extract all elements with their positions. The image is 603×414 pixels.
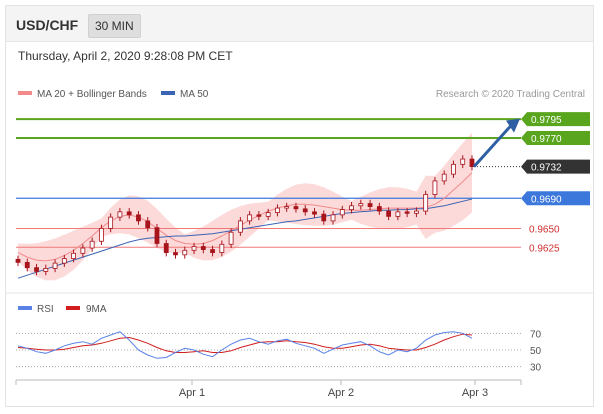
level-tag-0.9795	[521, 112, 590, 127]
arrow-shaft	[472, 124, 513, 168]
candle-body	[136, 214, 141, 222]
candle-body	[163, 243, 169, 253]
candle-body	[339, 209, 345, 216]
candle-body	[330, 214, 336, 222]
candle-body	[414, 210, 419, 214]
bollinger-band	[18, 132, 472, 281]
ma50-line	[17, 198, 473, 279]
ma9-legend-swatch	[66, 306, 80, 310]
rsi-tick-70: 70	[530, 329, 542, 340]
candle-body	[15, 258, 21, 263]
level-label-0.9732: 0.9732	[531, 163, 562, 174]
candle-body	[52, 262, 58, 269]
candle-body	[173, 252, 178, 256]
candle-body	[404, 211, 410, 214]
candle-body	[89, 240, 95, 249]
candle-body	[117, 211, 123, 218]
x-tick-label: Apr 1	[179, 387, 205, 399]
candle-body	[191, 246, 197, 251]
candle-body	[24, 261, 30, 269]
ma50-legend-label: MA 50	[180, 89, 209, 100]
candle-body	[451, 163, 456, 175]
candle-body	[43, 268, 49, 272]
ma50-legend-swatch	[161, 91, 175, 95]
candle-body	[432, 180, 438, 195]
candle-body	[423, 194, 429, 212]
candle-body	[200, 246, 206, 250]
rsi-tick-30: 30	[530, 363, 542, 374]
bollinger-band-area	[18, 132, 472, 281]
chart-widget: USD/CHF 30 MIN Thursday, April 2, 2020 9…	[5, 5, 594, 407]
ma9-line	[17, 333, 473, 353]
candle-body	[80, 247, 86, 254]
candle-body	[126, 211, 132, 216]
candle-body	[284, 206, 290, 209]
candle-body	[469, 158, 475, 167]
candle-body	[367, 203, 373, 207]
credit-label: Research © 2020 Trading Central	[436, 89, 585, 100]
candle-body	[265, 212, 271, 217]
level-label-0.9770: 0.9770	[531, 134, 562, 145]
rsi-lines	[17, 331, 473, 359]
candle-body	[460, 158, 466, 165]
candle-body	[182, 249, 188, 256]
x-tick-label: Apr 3	[462, 387, 488, 399]
candle-body	[386, 210, 392, 217]
candle-body	[247, 214, 253, 222]
ma20-legend-swatch	[18, 91, 32, 95]
chart-header: USD/CHF 30 MIN	[6, 6, 593, 42]
level-label-0.9690: 0.9690	[531, 194, 562, 205]
candle-body	[312, 211, 317, 215]
level-tag-0.9770	[521, 130, 590, 145]
candle-body	[145, 220, 151, 229]
candle-body	[275, 207, 280, 213]
candle-body	[219, 243, 225, 253]
level-label-0.9625: 0.9625	[529, 243, 560, 254]
level-tag-0.9732	[521, 159, 590, 174]
level-labels: 0.9795 0.9770 0.9732 0.9690 0.9650 0.9625	[521, 112, 590, 254]
timeframe-badge[interactable]: 30 MIN	[88, 14, 141, 38]
candle-body	[293, 206, 299, 210]
candle-body	[395, 211, 401, 217]
candle-body	[71, 252, 76, 260]
moving-average-lines	[17, 172, 473, 279]
ma9-legend-label: 9MA	[86, 304, 107, 315]
rsi-line	[17, 331, 473, 359]
candle-body	[256, 214, 262, 217]
candle-body	[34, 267, 39, 272]
candlesticks	[15, 155, 475, 276]
level-tag-0.9690	[521, 191, 590, 206]
arrow-head	[506, 118, 520, 133]
candle-body	[349, 205, 354, 210]
candle-body	[154, 227, 160, 244]
candle-body	[358, 203, 364, 207]
x-tick-label: Apr 2	[328, 387, 354, 399]
x-axis-ticks: Apr 1 Apr 2 Apr 3	[15, 380, 522, 399]
ma20-legend-label: MA 20 + Bollinger Bands	[37, 89, 147, 100]
price-levels	[16, 118, 521, 248]
candle-body	[228, 231, 234, 245]
candle-body	[441, 173, 447, 182]
rsi-legend-swatch	[18, 306, 32, 310]
candle-body	[61, 258, 67, 264]
candle-body	[108, 216, 114, 229]
level-label-0.9650: 0.9650	[529, 224, 560, 235]
symbol-title: USD/CHF	[16, 17, 79, 33]
candle-body	[98, 228, 104, 242]
candle-body	[376, 206, 382, 212]
candle-body	[302, 208, 308, 213]
timestamp-label: Thursday, April 2, 2020 9:28:08 PM CET	[18, 49, 233, 63]
projection-arrow	[472, 118, 520, 168]
rsi-legend-label: RSI	[37, 304, 54, 315]
rsi-gridlines: 70 50 30	[16, 329, 542, 374]
candle-body	[210, 249, 215, 253]
level-label-0.9795: 0.9795	[531, 115, 562, 126]
rsi-tick-50: 50	[530, 346, 542, 357]
candle-body	[321, 213, 327, 222]
ma20-line	[17, 172, 473, 262]
candle-body	[237, 220, 243, 233]
